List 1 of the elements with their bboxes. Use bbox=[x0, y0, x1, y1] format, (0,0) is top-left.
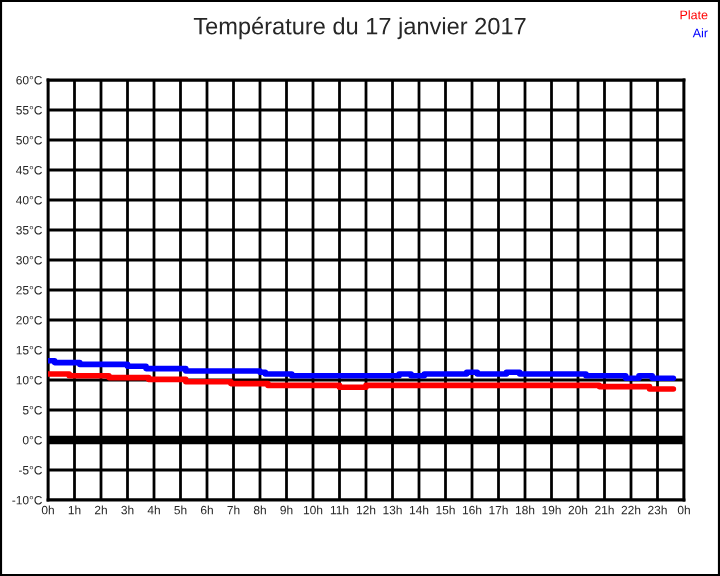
chart-title: Température du 17 janvier 2017 bbox=[193, 16, 526, 40]
